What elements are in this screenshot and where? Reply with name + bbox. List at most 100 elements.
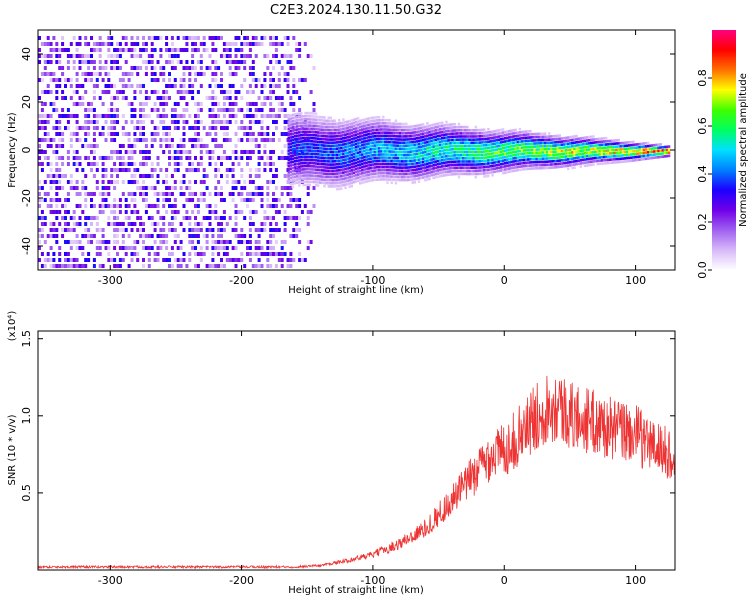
spectrogram-cell xyxy=(170,252,174,256)
spectrogram-cell xyxy=(474,172,477,176)
spectrogram-cell xyxy=(292,228,296,232)
spectrogram-cell xyxy=(295,204,299,208)
spectrogram-cell xyxy=(434,141,437,145)
spectrogram-cell xyxy=(583,139,587,143)
spectrogram-cell xyxy=(321,159,324,163)
spectrogram-cell xyxy=(373,147,377,150)
spectrogram-cell xyxy=(552,150,555,154)
spectrogram-cell xyxy=(497,166,501,170)
spectrogram-cell xyxy=(554,159,557,163)
spectrogram-cell xyxy=(182,36,186,40)
spectrogram-cell xyxy=(665,154,669,158)
spectrogram-cell xyxy=(52,258,56,262)
spectrogram-cell xyxy=(415,143,419,146)
spectrogram-cell xyxy=(380,137,383,141)
spectrogram-cell xyxy=(451,160,454,164)
spectrogram-cell xyxy=(95,120,99,124)
spectrogram-cell xyxy=(298,152,301,156)
spectrogram-cell xyxy=(296,125,299,128)
spectrogram-cell xyxy=(468,169,471,173)
spectrogram-cell xyxy=(150,78,154,82)
spectrogram-cell xyxy=(144,144,148,148)
spectrogram-cell xyxy=(445,130,448,133)
spectrogram-cell xyxy=(66,240,70,244)
spectrogram-cell xyxy=(214,174,218,178)
spectrogram-cell xyxy=(104,240,108,244)
spectrogram-cell xyxy=(615,145,618,148)
spectrogram-cell xyxy=(124,252,128,256)
spectrogram-cell xyxy=(499,141,503,144)
spectrogram-cell xyxy=(541,154,545,157)
snr-y-multiplier: (x10⁴) xyxy=(7,311,18,342)
spectrogram-cell xyxy=(274,42,278,46)
spectrogram-cell xyxy=(46,234,50,238)
spectrogram-cell xyxy=(462,125,465,129)
spectrogram-cell xyxy=(432,148,435,151)
spectrogram-cell xyxy=(567,145,570,149)
spectrogram-cell xyxy=(602,158,606,162)
spectrogram-cell xyxy=(468,147,471,151)
spectrogram-cell xyxy=(38,54,41,58)
spectrogram-cell xyxy=(407,150,410,154)
spectrogram-cell xyxy=(182,216,186,220)
spectrogram-cell xyxy=(266,264,270,268)
spectrogram-cell xyxy=(292,90,296,94)
spectrogram-cell xyxy=(558,143,561,147)
spectrogram-cell xyxy=(401,157,404,160)
spectrogram-cell xyxy=(424,144,427,147)
spectrogram-cell xyxy=(173,120,177,124)
spectrogram-cell xyxy=(340,181,343,184)
spectrogram-cell xyxy=(325,135,328,138)
spectrogram-cell xyxy=(251,78,255,82)
spectrogram-cell xyxy=(434,147,437,151)
spectrogram-cell xyxy=(314,121,318,125)
spectrogram-cell xyxy=(217,168,221,172)
spectrogram-cell xyxy=(287,124,290,127)
spectrogram-cell xyxy=(457,138,461,141)
spectrogram-cell xyxy=(104,66,108,70)
spectrogram-cell xyxy=(257,168,261,172)
spectrogram-cell xyxy=(426,172,429,175)
spectrogram-cell xyxy=(615,161,618,164)
spectrogram-cell xyxy=(289,192,293,196)
spectrogram-cell xyxy=(302,130,305,134)
spectrogram-cell xyxy=(464,125,467,129)
spectrogram-cell xyxy=(231,72,235,76)
spectrogram-cell xyxy=(246,54,249,58)
spectrogram-cell xyxy=(251,264,255,268)
spectrogram-cell xyxy=(548,147,551,151)
spectrogram-cell xyxy=(350,141,353,144)
spectrogram-cell xyxy=(628,147,631,150)
spectrogram-cell xyxy=(577,137,580,141)
spectrogram-cell xyxy=(413,171,416,175)
spectrogram-cell xyxy=(447,129,450,133)
spectrogram-cell xyxy=(225,42,229,46)
spectrogram-cell xyxy=(438,165,442,169)
spectrogram-cell xyxy=(314,155,318,159)
spectrogram-cell xyxy=(75,48,79,52)
spectrogram-cell xyxy=(319,150,322,153)
spectrogram-cell xyxy=(298,121,301,125)
spectrogram-cell xyxy=(49,174,53,178)
spectrogram-cell xyxy=(263,96,267,100)
spectrogram-cell xyxy=(340,149,343,153)
spectrogram-cell xyxy=(382,168,385,172)
spectrogram-cell xyxy=(373,156,377,160)
spectrogram-cell xyxy=(348,151,351,154)
spectrogram-cell xyxy=(291,182,295,185)
spectrogram-cell xyxy=(466,135,469,138)
spectrogram-cell xyxy=(147,264,151,268)
spectrogram-cell xyxy=(573,135,576,138)
spectrogram-cell xyxy=(289,126,292,130)
spectrogram-cell xyxy=(560,162,564,165)
spectrogram-cell xyxy=(380,140,383,144)
spectrogram-cell xyxy=(98,252,102,256)
spectrogram-cell xyxy=(501,134,505,137)
spectrogram-cell xyxy=(321,178,324,181)
spectrogram-cell xyxy=(445,145,448,149)
spectrogram-cell xyxy=(623,144,627,148)
spectrogram-cell xyxy=(411,134,414,138)
spectrogram-cell xyxy=(191,84,195,88)
spectrogram-cell xyxy=(422,151,425,154)
spectrogram-cell xyxy=(124,150,128,154)
